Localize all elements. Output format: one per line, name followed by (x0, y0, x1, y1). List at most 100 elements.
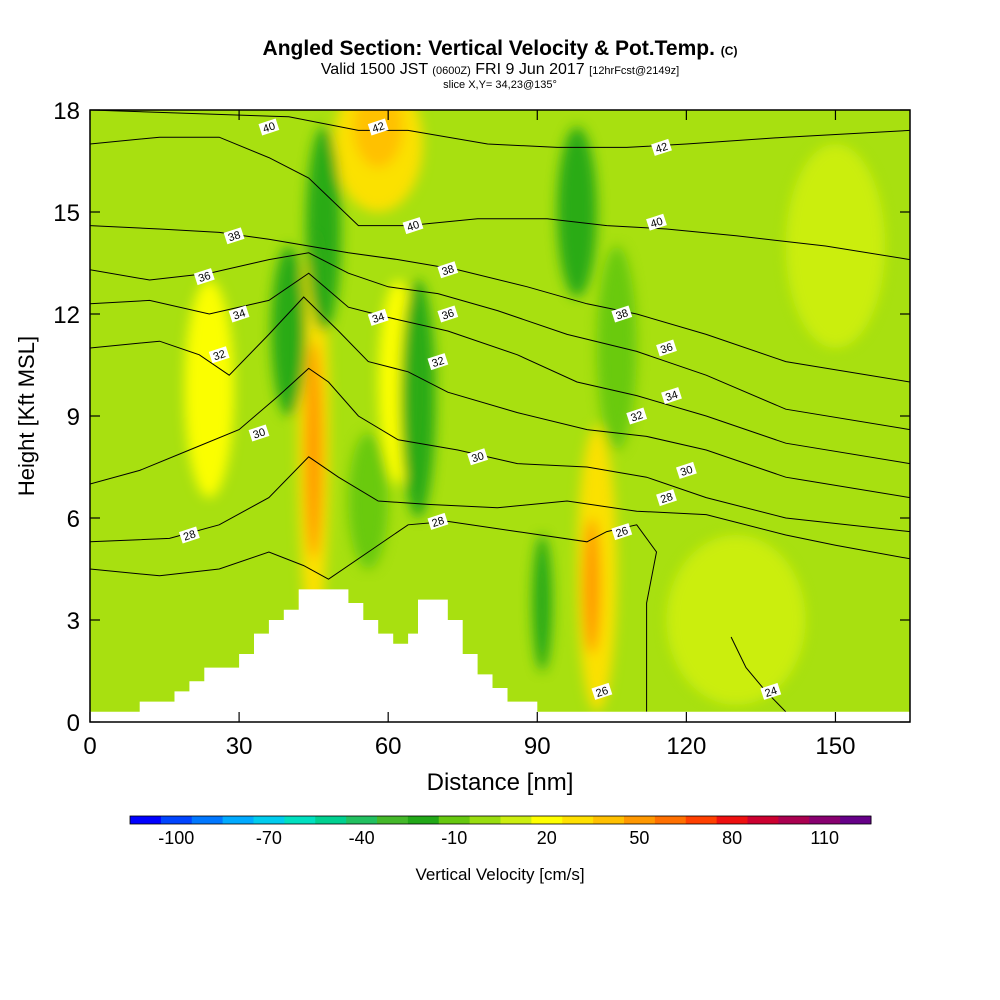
svg-text:38: 38 (227, 229, 242, 244)
y-tick-label: 18 (53, 98, 80, 125)
svg-text:42: 42 (371, 120, 386, 135)
chart-title-mark: (C) (720, 44, 738, 58)
theta-contour-label: 38 (223, 227, 245, 244)
colorbar-swatch (346, 816, 378, 824)
velocity-cell (184, 280, 235, 498)
velocity-cell (582, 518, 601, 654)
colorbar-swatch (654, 816, 687, 824)
svg-text:24: 24 (763, 685, 778, 700)
svg-text:40: 40 (262, 120, 277, 135)
colorbar-tick-label: 20 (537, 828, 557, 848)
svg-text:26: 26 (614, 525, 629, 540)
theta-contour-label: 42 (651, 138, 672, 156)
theta-contour-label: 32 (427, 353, 449, 370)
theta-contour-label: 36 (193, 268, 215, 285)
svg-text:36: 36 (197, 270, 212, 285)
svg-text:36: 36 (659, 341, 674, 356)
colorbar-swatch (377, 816, 409, 824)
svg-text:36: 36 (440, 307, 455, 322)
theta-contour (90, 136, 910, 261)
chart-subtitle: Valid 1500 JST (0600Z) FRI 9 Jun 2017 [1… (320, 61, 680, 78)
terrain-mask (90, 589, 910, 722)
velocity-cell (271, 246, 307, 416)
svg-text:34: 34 (371, 311, 386, 326)
svg-text:28: 28 (659, 491, 674, 506)
x-tick-label: 60 (375, 733, 402, 760)
theta-contour (90, 252, 910, 431)
theta-contour (90, 110, 910, 148)
colorbar-label: Vertical Velocity [cm/s] (415, 865, 584, 884)
theta-contour-label: 36 (437, 305, 459, 323)
theta-contour-label: 40 (402, 217, 424, 234)
theta-contour (90, 272, 910, 465)
x-tick-label: 0 (83, 733, 96, 760)
colorbar-swatch (716, 816, 749, 824)
velocity-field (184, 110, 886, 712)
colorbar-swatch (438, 816, 471, 824)
theta-contour-label: 40 (646, 213, 667, 231)
velocity-cell (400, 280, 436, 518)
velocity-cell (532, 535, 553, 671)
colorbar-tick-label: -10 (441, 828, 467, 848)
svg-text:30: 30 (252, 426, 267, 441)
plot-area: 24 26 28 30 32 34 36 38 40 42 40 42 38 40 36 38 34 34 36 32… (90, 110, 910, 722)
colorbar-tick-label: 50 (629, 828, 649, 848)
svg-text:40: 40 (649, 216, 664, 231)
theta-contour (730, 636, 787, 713)
theta-contour-label: 26 (591, 682, 613, 700)
svg-text:34: 34 (664, 389, 679, 404)
x-tick-label: 150 (815, 733, 855, 760)
velocity-cell (785, 144, 886, 348)
velocity-cell (304, 341, 323, 559)
velocity-cell (666, 535, 806, 705)
svg-text:34: 34 (232, 307, 247, 322)
colorbar-swatch (747, 816, 779, 824)
y-axis-label: Height [Kft MSL] (14, 336, 39, 496)
colorbar-tick-label: -100 (158, 828, 194, 848)
theta-contour-label: 38 (437, 261, 459, 278)
svg-text:30: 30 (679, 464, 694, 479)
theta-contour-label: 24 (760, 682, 782, 700)
colorbar-swatch (624, 816, 656, 824)
theta-contour-label: 30 (248, 424, 270, 442)
svg-text:28: 28 (431, 515, 446, 530)
theta-contour-label: 40 (258, 118, 280, 136)
y-tick-label: 15 (53, 200, 80, 227)
colorbar-swatch (469, 816, 502, 824)
colorbar-tick-label: -70 (256, 828, 282, 848)
theta-contour-label: 36 (656, 339, 677, 357)
theta-contour (90, 367, 910, 533)
x-tick-label: 30 (226, 733, 253, 760)
colorbar-tick-label: -40 (349, 828, 375, 848)
theta-contour-label: 34 (228, 305, 250, 323)
colorbar-swatch (253, 816, 285, 824)
colorbar-swatch (500, 816, 532, 824)
svg-text:42: 42 (654, 141, 669, 156)
colorbar-swatch (130, 816, 162, 824)
theta-contour-label: 34 (367, 308, 389, 326)
theta-contour (90, 456, 910, 560)
colorbar-swatch (222, 816, 255, 824)
y-tick-label: 6 (67, 506, 80, 533)
svg-text:32: 32 (431, 355, 446, 370)
colorbar-swatch (685, 816, 718, 824)
y-tick-label: 12 (53, 302, 80, 329)
velocity-cell (557, 127, 597, 297)
chart-title: Angled Section: Vertical Velocity & Pot.… (262, 37, 738, 60)
svg-text:28: 28 (182, 528, 197, 543)
colorbar-swatch (531, 816, 563, 824)
slice-label: slice X,Y= 34,23@135° (443, 79, 557, 91)
theta-contour (90, 296, 910, 499)
theta-contour-label: 30 (467, 448, 489, 465)
svg-text:32: 32 (212, 348, 227, 363)
x-tick-label: 90 (524, 733, 551, 760)
theta-contour-label: 28 (656, 489, 677, 506)
svg-text:40: 40 (406, 219, 421, 234)
velocity-cell (353, 110, 404, 168)
colorbar-swatch (778, 816, 810, 824)
y-tick-label: 0 (67, 710, 80, 737)
theta-contour-label: 34 (661, 387, 682, 404)
x-axis-label: Distance [nm] (427, 769, 574, 796)
